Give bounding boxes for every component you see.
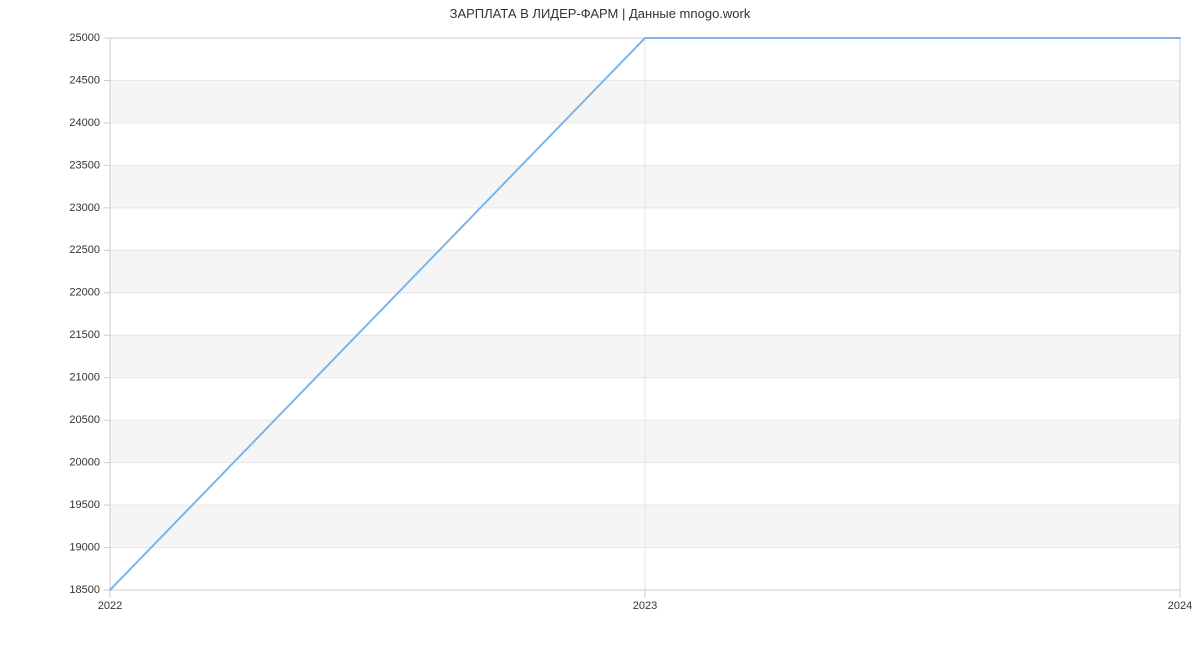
y-tick-label: 23500	[69, 159, 100, 171]
y-tick-label: 18500	[69, 584, 100, 596]
chart-svg: 18500 19000 19500 20000 20500 21000 21500 22000…	[0, 0, 1200, 650]
y-tick-label: 21000	[69, 372, 100, 384]
y-tick-label: 20500	[69, 414, 100, 426]
y-tick-label: 22500	[69, 244, 100, 256]
y-tick-label: 23000	[69, 202, 100, 214]
y-tick-label: 24500	[69, 74, 100, 86]
y-tick-label: 20000	[69, 457, 100, 469]
x-tick-label: 2022	[98, 600, 122, 612]
salary-chart: ЗАРПЛАТА В ЛИДЕР-ФАРМ | Данные mnogo.wor…	[0, 0, 1200, 650]
x-tick-label: 2024	[1168, 600, 1192, 612]
x-tick-label: 2023	[633, 600, 657, 612]
y-tick-label: 24000	[69, 117, 100, 129]
y-tick-label: 22000	[69, 287, 100, 299]
y-tick-label: 19000	[69, 541, 100, 553]
chart-title: ЗАРПЛАТА В ЛИДЕР-ФАРМ | Данные mnogo.wor…	[0, 6, 1200, 21]
y-tick-label: 25000	[69, 32, 100, 44]
y-tick-label: 21500	[69, 329, 100, 341]
y-tick-label: 19500	[69, 499, 100, 511]
